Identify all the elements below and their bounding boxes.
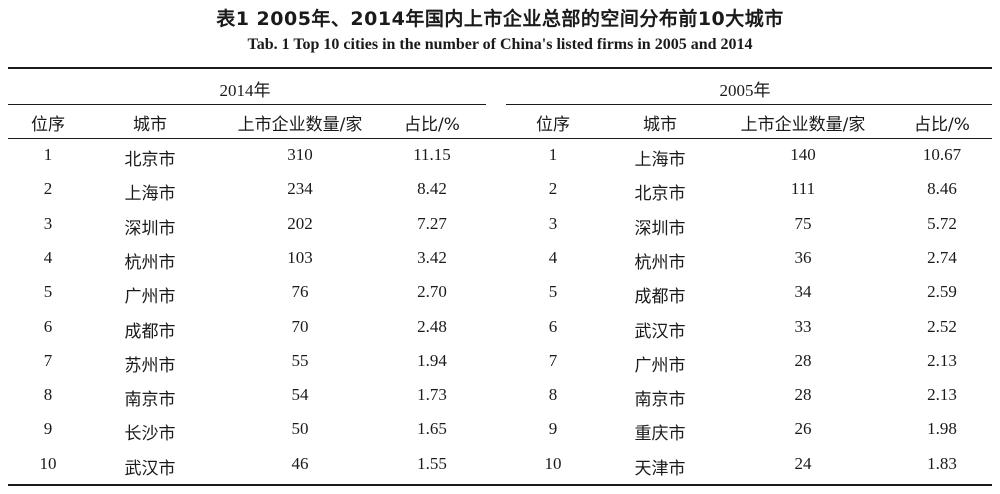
cell-firm-count: 33	[794, 317, 812, 336]
table-title: 表1 2005年、2014年国内上市企业总部的空间分布前10大城市	[216, 8, 784, 30]
cell-city: 长沙市	[124, 424, 176, 444]
cell-share: 1.98	[927, 419, 957, 438]
column-header-city: 城市	[643, 115, 677, 135]
cell-firm-count: 50	[291, 419, 309, 438]
cell-share: 5.72	[927, 214, 957, 233]
cell-firm-count: 28	[794, 351, 812, 370]
cell-firm-count: 234	[287, 179, 313, 198]
cell-firm-count: 34	[794, 282, 812, 301]
cell-rank: 1	[548, 145, 558, 164]
cell-rank: 3	[548, 214, 558, 233]
cell-share: 1.65	[417, 419, 447, 438]
cell-share: 2.52	[927, 317, 957, 336]
cell-city: 成都市	[634, 287, 686, 307]
cell-firm-count: 55	[291, 351, 309, 370]
cell-firm-count: 140	[790, 145, 816, 164]
cell-share: 1.55	[417, 454, 447, 473]
cell-share: 11.15	[413, 145, 451, 164]
cell-rank: 5	[43, 282, 53, 301]
cell-share: 1.73	[417, 385, 447, 404]
cell-firm-count: 46	[291, 454, 309, 473]
cell-share: 3.42	[417, 248, 447, 267]
cell-city: 重庆市	[634, 424, 686, 444]
cell-rank: 4	[548, 248, 558, 267]
cell-city: 南京市	[124, 390, 176, 410]
cell-city: 南京市	[634, 390, 686, 410]
cell-rank: 10	[39, 454, 57, 473]
cell-firm-count: 70	[291, 317, 309, 336]
cell-city: 深圳市	[124, 219, 176, 239]
cell-rank: 9	[548, 419, 558, 438]
group-label-2014: 2014年	[219, 81, 271, 100]
cell-city: 北京市	[634, 184, 686, 204]
cell-share: 2.74	[927, 248, 957, 267]
cell-share: 8.46	[927, 179, 957, 198]
group-rule-2005	[506, 104, 992, 105]
column-header-share: 占比/%	[914, 115, 970, 135]
cell-firm-count: 26	[794, 419, 812, 438]
column-header-city: 城市	[133, 115, 167, 135]
cell-rank: 10	[544, 454, 562, 473]
cell-city: 北京市	[124, 150, 176, 170]
cell-firm-count: 103	[287, 248, 313, 267]
cell-share: 2.48	[417, 317, 447, 336]
cell-firm-count: 75	[794, 214, 812, 233]
cell-rank: 8	[43, 385, 53, 404]
cell-city: 广州市	[124, 287, 176, 307]
cell-city: 深圳市	[634, 219, 686, 239]
column-header-share: 占比/%	[404, 115, 460, 135]
top-rule	[8, 67, 992, 69]
cell-share: 2.13	[927, 385, 957, 404]
cell-firm-count: 54	[291, 385, 309, 404]
cell-share: 7.27	[417, 214, 447, 233]
cell-share: 2.13	[927, 351, 957, 370]
column-header-firm-count: 上市企业数量/家	[237, 115, 363, 135]
cell-city: 杭州市	[634, 253, 686, 273]
cell-share: 1.94	[417, 351, 447, 370]
column-header-firm-count: 上市企业数量/家	[740, 115, 866, 135]
cell-city: 苏州市	[124, 356, 176, 376]
column-header-rank: 位序	[31, 115, 65, 135]
table-subtitle: Tab. 1 Top 10 cities in the number of Ch…	[247, 36, 753, 53]
cell-rank: 8	[548, 385, 558, 404]
cell-rank: 1	[43, 145, 53, 164]
cell-firm-count: 310	[287, 145, 313, 164]
cell-rank: 7	[43, 351, 53, 370]
cell-share: 2.59	[927, 282, 957, 301]
cell-rank: 2	[43, 179, 53, 198]
cell-rank: 9	[43, 419, 53, 438]
cell-city: 上海市	[634, 150, 686, 170]
cell-city: 天津市	[634, 459, 686, 479]
cell-firm-count: 202	[287, 214, 313, 233]
cell-city: 成都市	[124, 322, 176, 342]
column-header-rank: 位序	[536, 115, 570, 135]
cell-firm-count: 111	[790, 179, 816, 198]
cell-city: 上海市	[124, 184, 176, 204]
cell-firm-count: 36	[794, 248, 812, 267]
group-rule-2014	[8, 104, 486, 105]
group-label-2005: 2005年	[719, 81, 771, 100]
cell-city: 杭州市	[124, 253, 176, 273]
cell-rank: 6	[43, 317, 53, 336]
cell-firm-count: 24	[794, 454, 812, 473]
cell-rank: 7	[548, 351, 558, 370]
cell-rank: 2	[548, 179, 558, 198]
cell-firm-count: 76	[291, 282, 309, 301]
cell-share: 8.42	[417, 179, 447, 198]
cell-city: 广州市	[634, 356, 686, 376]
cell-share: 2.70	[417, 282, 447, 301]
cell-share: 1.83	[927, 454, 957, 473]
cell-city: 武汉市	[124, 459, 176, 479]
header-rule	[8, 138, 992, 139]
cell-rank: 5	[548, 282, 558, 301]
cell-rank: 3	[43, 214, 53, 233]
cell-city: 武汉市	[634, 322, 686, 342]
cell-share: 10.67	[922, 145, 962, 164]
bottom-rule	[8, 484, 992, 486]
cell-firm-count: 28	[794, 385, 812, 404]
cell-rank: 4	[43, 248, 53, 267]
cell-rank: 6	[548, 317, 558, 336]
